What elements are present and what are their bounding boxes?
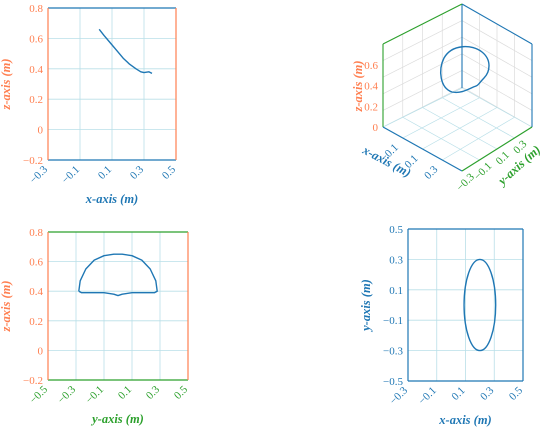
3d-edge-top-left: [382, 3, 463, 45]
xz-ytick-4: 0.6: [29, 33, 43, 45]
xy-xtick-1: −0.1: [416, 385, 439, 408]
xz-ytick-5: 0.8: [29, 3, 43, 15]
xy-ylabel: y-axis (m): [359, 279, 373, 333]
yz-series-0: [78, 253, 158, 297]
3d-floor-grid-a-3: [442, 97, 515, 139]
3d-series-0: [440, 45, 490, 94]
yz-xtick-2: −0.1: [84, 384, 107, 407]
xy-ytick-2: −0.1: [383, 315, 403, 327]
3d-ztick-3: 0.6: [364, 60, 378, 72]
xz-ytick-1: 0: [38, 125, 44, 137]
xz-xtick-3: 0.3: [128, 163, 147, 182]
3d-floor-grid-b-3: [442, 116, 515, 161]
xz-ytick-2: 0.2: [29, 94, 43, 106]
xz-ylabel: z-axis (m): [0, 58, 13, 110]
3d-xtick-2: 0.3: [422, 163, 441, 182]
yz-xtick-3: 0.1: [116, 384, 134, 402]
xy-ytick-0: −0.5: [383, 376, 403, 388]
xy-xtick-4: 0.5: [507, 384, 526, 403]
yz-xtick-4: 0.3: [144, 383, 163, 402]
xz-ytick-3: 0.4: [29, 64, 43, 76]
xy-series-0: [463, 258, 497, 352]
3d-ztick-0: 0: [373, 122, 379, 134]
3d-floor-grid-a-4: [461, 87, 533, 128]
xy-ytick-1: −0.3: [383, 346, 403, 358]
yz-ylabel: z-axis (m): [0, 280, 13, 332]
xz-ytick-0: −0.2: [23, 155, 43, 167]
yz-ytick-2: 0.2: [29, 316, 43, 328]
yz-ytick-3: 0.4: [29, 286, 43, 298]
3d-edge-x-axis: [382, 126, 463, 172]
xy-xlabel: x-axis (m): [438, 413, 491, 427]
xz-xtick-2: 0.1: [96, 164, 114, 182]
xy-xtick-3: 0.3: [478, 384, 497, 403]
xz-series-0: [98, 28, 153, 75]
3d-floor-grid-b-2: [422, 107, 498, 150]
yz-xtick-5: 0.5: [172, 383, 191, 402]
yz-xlabel: y-axis (m): [90, 412, 144, 426]
3d-ztick-1: 0.2: [364, 101, 378, 113]
yz-ytick-0: −0.2: [23, 375, 43, 387]
xz-xlabel: x-axis (m): [85, 192, 138, 206]
xy-xtick-2: 0.1: [449, 385, 467, 403]
xy-ytick-5: 0.5: [389, 224, 403, 236]
xy-ytick-3: 0.1: [389, 285, 403, 297]
xz-xtick-4: 0.5: [160, 163, 179, 182]
yz-ytick-4: 0.6: [29, 257, 43, 269]
yz-xtick-1: −0.3: [56, 383, 79, 406]
3d-edge-y-axis: [461, 126, 533, 172]
yz-ytick-1: 0: [38, 345, 44, 357]
3d-ztick-2: 0.4: [364, 81, 378, 93]
yz-ytick-5: 0.8: [29, 227, 43, 239]
3d-zlabel: z-axis (m): [351, 60, 365, 112]
xz-xtick-1: −0.1: [60, 164, 83, 187]
xy-ytick-4: 0.3: [389, 254, 403, 266]
3d-edge-top-right: [461, 3, 533, 45]
